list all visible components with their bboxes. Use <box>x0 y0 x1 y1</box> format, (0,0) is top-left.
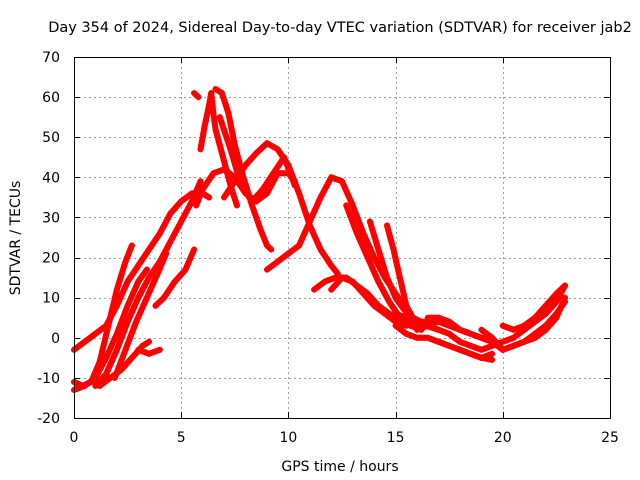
series-trace <box>71 190 213 353</box>
y-tick-label: 60 <box>42 90 60 106</box>
x-tick-label: 15 <box>387 430 405 446</box>
x-tick-label: 20 <box>494 430 512 446</box>
x-tick-label: 25 <box>601 430 619 446</box>
series-s10 <box>191 90 202 101</box>
series-s15 <box>264 174 410 313</box>
x-axis-label: GPS time / hours <box>281 459 398 475</box>
series-markers <box>499 282 568 333</box>
y-tick-label: 50 <box>42 130 60 146</box>
series-s6 <box>111 250 170 381</box>
x-tick-label: 5 <box>177 430 186 446</box>
y-tick-label: 10 <box>42 291 60 307</box>
y-axis-label: SDTVAR / TECUs <box>8 181 24 296</box>
series-s8 <box>152 246 198 309</box>
series-markers <box>264 174 410 313</box>
series-s14 <box>221 140 341 277</box>
series-markers <box>424 314 496 345</box>
y-tick-label: 40 <box>42 170 60 186</box>
axis-ticks: 0 5 10 15 20 25 -20 -10 0 10 20 30 40 50 60 70 <box>37 50 619 446</box>
series-markers <box>191 90 202 101</box>
x-tick-label: 10 <box>279 430 297 446</box>
y-tick-label: -20 <box>37 411 60 427</box>
series-markers <box>478 294 568 353</box>
series-markers <box>221 140 341 277</box>
series-s26 <box>499 282 568 333</box>
series-s1 <box>71 190 213 353</box>
series-s24 <box>435 338 496 363</box>
series-markers <box>152 246 198 309</box>
y-tick-label: 70 <box>42 50 60 66</box>
y-tick-label: 30 <box>42 210 60 226</box>
series-s18 <box>343 202 425 333</box>
series-markers <box>71 266 150 393</box>
chart-title: Day 354 of 2024, Sidereal Day-to-day VTE… <box>48 20 632 36</box>
y-tick-label: -10 <box>37 371 60 387</box>
data-series-group <box>71 86 568 393</box>
grid <box>74 57 610 418</box>
x-tick-label: 0 <box>70 430 79 446</box>
series-markers <box>71 190 213 353</box>
series-s25 <box>478 294 568 353</box>
series-markers <box>135 346 163 357</box>
y-tick-label: 20 <box>42 251 60 267</box>
plot-frame <box>74 57 611 419</box>
series-s3 <box>71 266 150 393</box>
series-markers <box>435 338 496 363</box>
series-markers <box>111 250 170 381</box>
series-s17 <box>328 274 410 329</box>
series-s11 <box>197 90 240 209</box>
series-s7 <box>135 346 163 357</box>
y-tick-label: 0 <box>51 331 60 347</box>
series-s27 <box>424 314 496 345</box>
series-markers <box>328 274 410 329</box>
